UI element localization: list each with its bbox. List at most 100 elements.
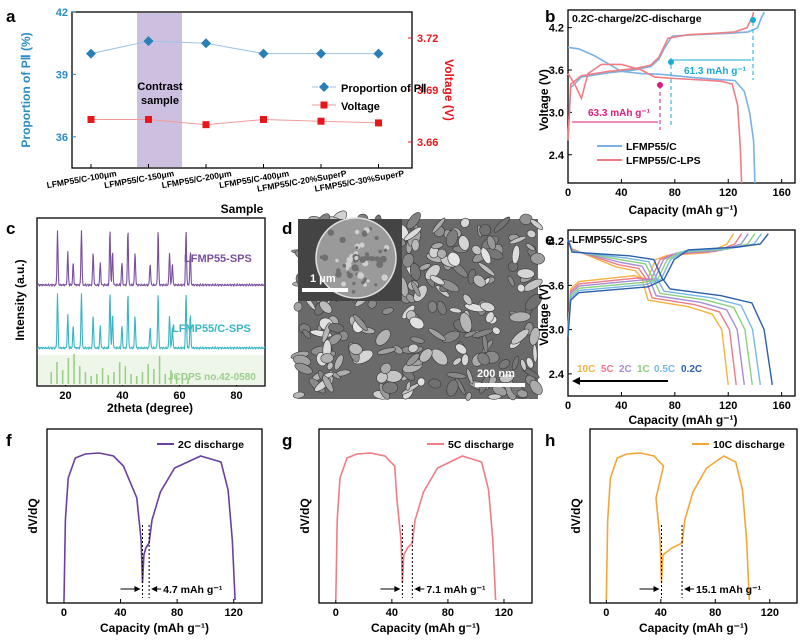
x-tick-label: 120 <box>225 607 243 619</box>
sem-particle <box>326 361 334 371</box>
gap-arrow-head <box>134 586 141 592</box>
sem-particle <box>516 389 529 398</box>
x-axis-title: Capacity (mAh g⁻¹) <box>100 621 209 635</box>
sem-particle <box>405 381 411 391</box>
voltage-curve <box>567 11 766 141</box>
y-axis-title: dV/dQ <box>298 498 312 533</box>
sem-particle <box>406 212 421 230</box>
sem-particle <box>411 281 421 297</box>
sem-particle <box>519 213 533 225</box>
sem-particle <box>292 391 305 399</box>
xrd-pattern <box>36 293 266 351</box>
sem-grain <box>351 289 356 294</box>
x-axis-title: Capacity (mAh g⁻¹) <box>628 413 737 427</box>
sem-particle <box>382 381 399 394</box>
x-tick-label: 40 <box>615 400 627 412</box>
sem-particle <box>447 251 461 267</box>
sem-particle <box>485 311 495 323</box>
sem-grain <box>345 261 352 268</box>
x-axis-title: Sample <box>221 202 264 216</box>
sem-grain <box>351 264 359 272</box>
sem-particle <box>377 347 397 355</box>
right-tick-label: 3.72 <box>417 33 438 45</box>
rate-arrow-head <box>572 377 580 385</box>
sem-particle <box>428 378 442 389</box>
voltage-curve <box>567 63 743 184</box>
y-axis-title: dV/dQ <box>569 498 583 533</box>
sem-particle <box>530 219 544 230</box>
left-tick-label: 36 <box>56 132 68 144</box>
gap-arrow-head <box>151 586 158 592</box>
sem-particle <box>511 244 520 265</box>
sem-particle <box>402 253 415 268</box>
y-tick-label: 3.0 <box>549 107 564 119</box>
x-tick-label: 40 <box>655 607 667 619</box>
sem-particle <box>294 362 313 375</box>
discharge-curve <box>567 239 753 385</box>
legend-label: Proportion of PⅡ <box>341 83 426 95</box>
rate-label: 5C <box>601 364 614 375</box>
panel-label: f <box>6 431 12 450</box>
sem-particle <box>445 229 459 248</box>
sem-particle <box>375 329 391 346</box>
highlight-label: Contrast <box>137 81 183 93</box>
sem-particle <box>452 357 462 366</box>
x-tick-label: 0 <box>333 607 339 619</box>
x-axis-title: Capacity (mAh g⁻¹) <box>639 621 748 635</box>
gap-arrow-head <box>684 586 691 592</box>
x-tick-label: 120 <box>719 400 737 412</box>
left-tick-label: 39 <box>56 69 68 81</box>
y-axis-title: Intensity (a.u.) <box>13 259 27 340</box>
sem-particle <box>328 322 345 333</box>
sem-particle <box>498 359 511 370</box>
square-marker <box>375 119 382 127</box>
legend-label: Voltage <box>341 101 380 113</box>
sem-particle <box>486 235 496 250</box>
sem-particle <box>427 327 447 342</box>
panel-label: e <box>545 230 554 249</box>
rate-label: 10C <box>577 364 595 375</box>
sem-grain <box>379 255 387 263</box>
x-tick-label: 0 <box>565 400 571 412</box>
sem-particle <box>529 326 540 346</box>
series-label: LFMP55-SPS <box>184 253 252 265</box>
sem-particle <box>493 216 511 233</box>
sem-grain <box>378 249 383 254</box>
sem-grain <box>361 280 365 285</box>
panel-g-frame <box>318 428 533 604</box>
sem-particle <box>517 283 526 293</box>
sem-particle <box>319 300 333 314</box>
square-marker <box>87 115 95 123</box>
x-tick-label: 40 <box>114 607 126 619</box>
x-tick-label: 0 <box>603 607 609 619</box>
sem-particle <box>473 274 486 288</box>
sem-grain <box>381 274 388 281</box>
sem-particle <box>458 235 470 251</box>
panel-label: a <box>6 7 16 26</box>
panel-label: g <box>282 431 292 450</box>
sem-grain <box>342 263 347 268</box>
sem-particle <box>406 293 416 303</box>
gap-label: 7.1 mAh g⁻¹ <box>426 584 486 596</box>
legend-label: LFMP55/C-LPS <box>626 155 701 167</box>
sem-grain <box>362 230 367 236</box>
y-axis-title: Voltage (V) <box>537 284 551 346</box>
panel-label: d <box>282 219 292 238</box>
annotation-label: 61.3 mAh g⁻¹ <box>684 66 747 77</box>
x-axis-title: Capacity (mAh g⁻¹) <box>628 203 737 217</box>
discharge-curve <box>567 239 745 385</box>
sem-particle <box>477 262 496 277</box>
rate-label: 0.5C <box>654 364 675 375</box>
square-marker <box>317 117 325 125</box>
sem-particle <box>431 217 446 234</box>
y-axis-title: Voltage (V) <box>537 69 551 131</box>
diamond-marker <box>258 48 269 59</box>
legend-label: 5C discharge <box>448 439 514 451</box>
point-marker <box>668 59 674 65</box>
y-axis-title: dV/dQ <box>26 498 40 533</box>
sem-grain <box>376 261 384 268</box>
sem-particle <box>525 357 534 369</box>
sem-grain <box>364 252 369 257</box>
panel-label: b <box>545 7 555 26</box>
y-tick-label: 3.6 <box>549 65 564 77</box>
